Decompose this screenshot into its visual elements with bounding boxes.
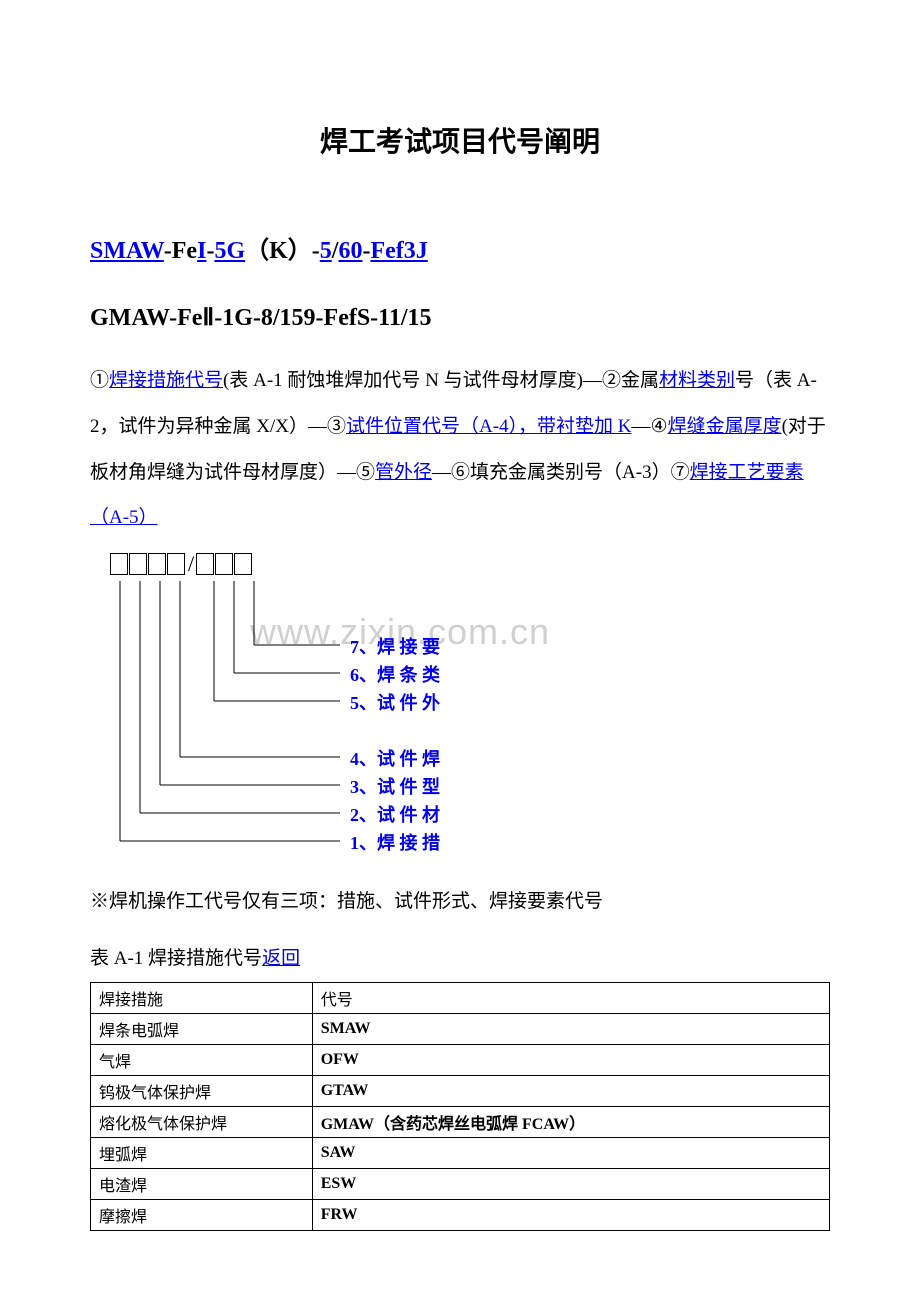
code-box — [110, 553, 128, 575]
ex1-5g[interactable]: 5G — [214, 238, 245, 264]
code-box — [234, 553, 252, 575]
method-name-cell: 摩擦焊 — [91, 1199, 313, 1230]
method-code-cell: FRW — [312, 1199, 829, 1230]
code-box — [148, 553, 166, 575]
link-weld-thickness[interactable]: 焊缝金属厚度 — [668, 416, 782, 437]
table-row: 钨极气体保护焊GTAW — [91, 1075, 830, 1106]
method-code-cell: SMAW — [312, 1013, 829, 1044]
method-code-cell: SAW — [312, 1137, 829, 1168]
return-link[interactable]: 返回 — [262, 948, 300, 969]
diagram-label-2: 2、试 件 材 — [350, 801, 440, 827]
code-box — [167, 553, 185, 575]
ex1-sep1: -Fe — [164, 238, 197, 264]
method-name-cell: 焊条电弧焊 — [91, 1013, 313, 1044]
diagram-label-3: 3、试 件 型 — [350, 773, 440, 799]
ex1-5[interactable]: 5 — [320, 238, 332, 264]
method-code-cell: OFW — [312, 1044, 829, 1075]
ex1-paren-close: ） — [288, 238, 312, 264]
diagram-label-7: 7、焊 接 要 — [350, 633, 440, 659]
method-code-cell: GTAW — [312, 1075, 829, 1106]
example-code-1: SMAW-FeI-5G（K）-5/60-Fef3J — [90, 230, 830, 273]
ex1-k: K — [269, 238, 288, 264]
table-row: 埋弧焊SAW — [91, 1137, 830, 1168]
welding-method-table: 焊接措施代号焊条电弧焊SMAW气焊OFW钨极气体保护焊GTAW熔化极气体保护焊G… — [90, 982, 830, 1231]
method-name-cell: 电渣焊 — [91, 1168, 313, 1199]
boxes-slash: / — [188, 551, 194, 576]
link-welding-method[interactable]: 焊接措施代号 — [109, 370, 223, 391]
operator-note: ※焊机操作工代号仅有三项：措施、试件形式、焊接要素代号 — [90, 885, 830, 919]
ex1-smaw[interactable]: SMAW — [90, 238, 164, 264]
method-name-cell: 埋弧焊 — [91, 1137, 313, 1168]
table-row: 焊接措施代号 — [91, 982, 830, 1013]
ex1-60[interactable]: 60 — [338, 238, 362, 264]
table-row: 摩擦焊FRW — [91, 1199, 830, 1230]
method-code-cell: ESW — [312, 1168, 829, 1199]
caption-text: 表 A-1 焊接措施代号 — [90, 948, 262, 969]
table-row: 焊条电弧焊SMAW — [91, 1013, 830, 1044]
method-name-cell: 钨极气体保护焊 — [91, 1075, 313, 1106]
text5: ―⑥填充金属类别号（A-3）⑦ — [432, 462, 690, 483]
link-material-category[interactable]: 材料类别 — [659, 370, 735, 391]
link-pipe-od[interactable]: 管外径 — [375, 462, 432, 483]
diagram-label-4: 4、试 件 焊 — [350, 745, 440, 771]
ex1-sep3: - — [312, 238, 320, 264]
circ1: ① — [90, 370, 109, 391]
code-box — [129, 553, 147, 575]
example-code-2: GMAW-FeⅡ-1G-8/159-FefS-11/15 — [90, 297, 830, 340]
table-row: 熔化极气体保护焊GMAW（含药芯焊丝电弧焊 FCAW） — [91, 1106, 830, 1137]
method-name-cell: 熔化极气体保护焊 — [91, 1106, 313, 1137]
table-row: 电渣焊ESW — [91, 1168, 830, 1199]
diagram-label-6: 6、焊 条 类 — [350, 661, 440, 687]
explanation-paragraph: ①焊接措施代号(表 A-1 耐蚀堆焊加代号 N 与试件母材厚度)―②金属材料类别… — [90, 358, 830, 540]
method-code-cell: 代号 — [312, 982, 829, 1013]
code-box — [196, 553, 214, 575]
table-a1-caption: 表 A-1 焊接措施代号返回 — [90, 943, 830, 970]
method-name-cell: 气焊 — [91, 1044, 313, 1075]
code-structure-diagram: www.zixin.com.cn 7、焊 接 要 6、焊 条 类 5、试 件 外… — [90, 581, 830, 861]
ex1-paren-open: （ — [245, 238, 269, 264]
method-name-cell: 焊接措施 — [91, 982, 313, 1013]
diagram-label-1: 1、焊 接 措 — [350, 829, 440, 855]
diagram-label-5: 5、试 件 外 — [350, 689, 440, 715]
page-title: 焊工考试项目代号阐明 — [90, 120, 830, 160]
code-box — [215, 553, 233, 575]
code-boxes-row: / — [110, 551, 830, 577]
table-row: 气焊OFW — [91, 1044, 830, 1075]
ex1-fef3j[interactable]: Fef3J — [370, 238, 427, 264]
method-code-cell: GMAW（含药芯焊丝电弧焊 FCAW） — [312, 1106, 829, 1137]
text3: ―④ — [632, 416, 668, 437]
link-position-code[interactable]: 试件位置代号（A-4），带衬垫加 K — [346, 416, 632, 437]
text1: (表 A-1 耐蚀堆焊加代号 N 与试件母材厚度)―②金属 — [223, 370, 659, 391]
